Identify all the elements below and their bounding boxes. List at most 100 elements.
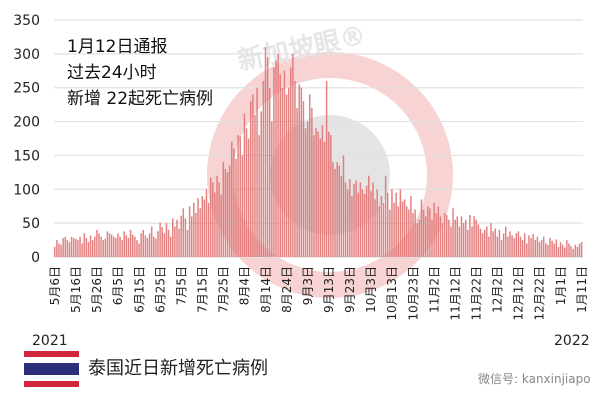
bar	[304, 128, 307, 257]
bar	[384, 175, 387, 257]
bar	[361, 189, 364, 257]
bar	[416, 223, 418, 257]
bar	[72, 238, 75, 257]
year-label-end: 2022	[554, 333, 590, 349]
x-tick-label: 12月12日	[512, 266, 526, 321]
bar	[129, 229, 132, 257]
bar	[505, 226, 507, 257]
bar	[252, 94, 254, 257]
bar	[427, 206, 429, 257]
bar	[464, 219, 467, 257]
bar	[502, 233, 505, 257]
bar	[159, 222, 161, 257]
bar	[203, 199, 206, 257]
bar	[184, 218, 187, 257]
bar	[317, 131, 319, 257]
bar	[228, 165, 231, 257]
bar	[519, 236, 522, 257]
bar	[486, 226, 488, 257]
bar	[233, 148, 235, 257]
bar	[576, 246, 579, 257]
bar	[389, 209, 391, 257]
bar	[98, 233, 100, 257]
bar	[64, 236, 67, 257]
bar	[342, 155, 345, 257]
bar	[207, 202, 210, 257]
x-tick-label: 5月26日	[90, 266, 104, 313]
bar	[201, 196, 204, 257]
bar	[115, 238, 117, 257]
bar	[254, 114, 256, 257]
x-tick-label: 11月12日	[448, 266, 462, 321]
bar	[180, 215, 182, 257]
x-tick-label: 11月2日	[427, 266, 441, 313]
x-tick-label: 11月22日	[470, 266, 484, 321]
bar	[123, 231, 126, 257]
y-tick-label: 200	[13, 115, 40, 131]
bar	[479, 228, 482, 257]
bar	[68, 242, 71, 257]
bar	[302, 101, 305, 257]
x-tick-label: 1月11日	[575, 266, 589, 313]
bar	[553, 243, 555, 257]
bar	[134, 236, 136, 257]
bar	[195, 212, 197, 257]
bar	[205, 189, 208, 257]
bar	[462, 223, 465, 257]
bar	[245, 128, 248, 257]
bar	[174, 226, 176, 257]
bar	[256, 87, 258, 257]
annotation-line-3: 新增 22起死亡病例	[67, 89, 213, 109]
bar	[422, 209, 425, 257]
bar	[165, 223, 168, 257]
bar	[325, 80, 328, 257]
bar	[526, 243, 528, 257]
bar	[273, 67, 275, 258]
x-tick-label: 5月16日	[69, 266, 83, 313]
bar	[108, 233, 111, 257]
y-tick-label: 0	[31, 250, 40, 266]
bar	[559, 242, 562, 257]
bar	[54, 246, 56, 257]
bar	[528, 235, 530, 257]
bar	[397, 206, 400, 257]
bar	[102, 240, 104, 257]
bar	[96, 229, 98, 257]
bar	[125, 235, 128, 257]
bar	[359, 182, 362, 257]
bar	[403, 199, 406, 257]
bar	[429, 208, 431, 257]
bar	[81, 243, 83, 257]
bar	[481, 233, 484, 257]
chart-title: 泰国近日新增死亡病例	[88, 358, 268, 379]
bar	[351, 196, 353, 257]
annotation-line-1: 1月12日通报	[67, 37, 167, 57]
bar	[536, 236, 539, 257]
bar	[405, 206, 408, 257]
bar	[572, 248, 574, 257]
bar	[178, 228, 180, 257]
bar	[155, 238, 157, 257]
bar	[490, 223, 492, 257]
bar	[188, 206, 191, 257]
bar	[414, 209, 416, 257]
bar	[412, 212, 414, 257]
x-tick-label: 9月3日	[301, 266, 315, 305]
bar	[197, 198, 199, 257]
bar	[443, 212, 446, 257]
bar	[566, 240, 568, 257]
bar	[231, 141, 233, 257]
bar	[131, 234, 134, 257]
bar	[545, 243, 547, 257]
x-tick-label: 8月4日	[238, 266, 252, 305]
bar	[568, 243, 570, 257]
bar	[534, 240, 537, 257]
x-tick-label: 8月14日	[259, 266, 273, 313]
bar	[551, 240, 553, 257]
watermark-ring	[207, 52, 453, 298]
bar	[138, 243, 140, 257]
x-tick-label: 12月22日	[533, 266, 547, 321]
bar	[564, 247, 566, 257]
bar	[376, 189, 378, 257]
bar	[431, 219, 433, 257]
